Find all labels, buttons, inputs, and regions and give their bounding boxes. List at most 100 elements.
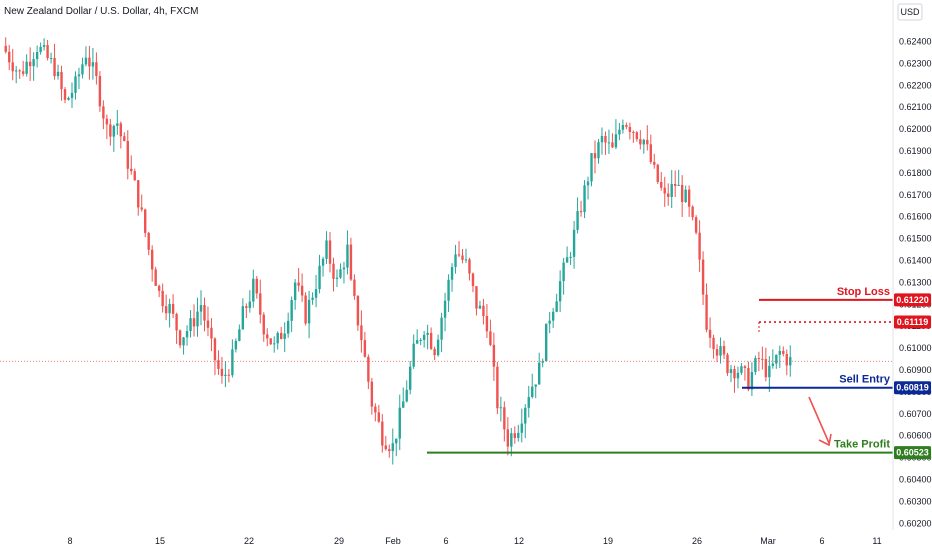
x-tick-label: 29 — [334, 536, 344, 546]
candle-body — [91, 62, 95, 67]
price-badge — [894, 446, 931, 460]
candle-body — [4, 45, 7, 52]
candle-body — [496, 366, 499, 409]
candle-body — [764, 358, 768, 378]
candle-body — [60, 71, 63, 90]
candle-body — [182, 337, 185, 346]
y-tick-label: 0.61600 — [899, 212, 932, 222]
candle-body — [388, 449, 391, 452]
candle-body — [583, 185, 586, 213]
candle-body — [63, 89, 67, 100]
candle-body — [286, 320, 290, 334]
candle-body — [534, 384, 537, 387]
candle-body — [199, 305, 203, 312]
candle-body — [719, 346, 722, 356]
candle-body — [625, 125, 628, 127]
candle-body — [761, 358, 764, 360]
candle-body — [15, 70, 18, 72]
time-axis[interactable]: 8 15 22 29 Feb 6 12 19 26 Mar 6 11 — [67, 536, 881, 546]
candle-body — [499, 407, 503, 409]
candle-body — [269, 338, 272, 345]
candle-body — [677, 184, 680, 186]
price-badge-label: 0.60819 — [896, 383, 929, 393]
y-tick-label: 0.61900 — [899, 146, 932, 156]
candle-body — [245, 306, 248, 308]
candle-body — [736, 372, 740, 379]
candle-body — [775, 354, 778, 364]
candle-body — [203, 305, 206, 321]
candle-body — [712, 337, 715, 350]
candle-body — [248, 301, 252, 308]
candle-body — [464, 259, 468, 261]
candle-body — [307, 299, 311, 324]
y-tick-label: 0.62100 — [899, 102, 932, 112]
candle-body — [241, 306, 245, 330]
candle-body — [398, 407, 401, 439]
candle-body — [733, 369, 736, 379]
candle-body — [450, 267, 454, 280]
candle-body — [646, 139, 649, 145]
candle-body — [771, 363, 775, 366]
candle-body — [171, 303, 175, 314]
candle-body — [356, 295, 360, 326]
candle-body — [332, 263, 335, 279]
candle-body — [116, 123, 119, 126]
candle-body — [339, 269, 342, 278]
candle-body — [576, 211, 579, 230]
y-tick-label: 0.61300 — [899, 277, 932, 287]
candle-body — [586, 181, 590, 186]
candle-body — [443, 300, 447, 318]
candle-body — [436, 339, 440, 356]
candle-body — [454, 254, 457, 268]
candle-body — [374, 406, 377, 413]
candle-body — [422, 334, 426, 340]
candle-body — [126, 140, 129, 169]
candle-body — [485, 316, 489, 332]
candle-body — [74, 76, 77, 93]
candle-body — [747, 367, 750, 390]
level-lines-layer: Stop Loss Sell Entry Take Profit — [0, 286, 893, 454]
candle-body — [227, 374, 231, 376]
candle-body — [611, 142, 614, 148]
y-tick-label: 0.61400 — [899, 256, 932, 266]
candle-body — [300, 285, 304, 296]
candle-body — [119, 123, 123, 137]
x-tick-label: Mar — [760, 536, 776, 546]
candle-body — [234, 340, 238, 350]
x-tick-label: 11 — [872, 536, 881, 546]
candle-body — [402, 401, 405, 408]
candle-body — [548, 320, 551, 324]
candle-body — [478, 305, 482, 309]
candle-body — [290, 300, 293, 321]
candle-body — [46, 45, 49, 59]
candle-body — [440, 317, 443, 340]
price-badge — [894, 315, 931, 329]
candle-body — [492, 344, 496, 367]
currency-button[interactable] — [897, 3, 923, 21]
candle-body — [98, 76, 102, 107]
candle-body — [335, 277, 339, 279]
candle-body — [614, 134, 618, 148]
candle-body — [722, 346, 726, 355]
arrow-head — [818, 433, 832, 447]
y-tick-label: 0.61800 — [899, 168, 932, 178]
candle-body — [213, 338, 217, 361]
y-tick-label: 0.60700 — [899, 409, 932, 419]
candle-body — [433, 348, 436, 356]
candle-body — [524, 407, 527, 424]
candle-body — [377, 412, 381, 422]
candle-body — [593, 153, 597, 159]
candle-body — [67, 97, 70, 100]
candle-body — [130, 168, 133, 172]
candle-body — [367, 356, 370, 382]
candle-body — [572, 229, 576, 257]
candle-body — [684, 189, 687, 203]
price-badge-label: 0.60523 — [896, 448, 929, 458]
candle-body — [429, 332, 433, 349]
candle-body — [489, 331, 492, 345]
candle-body — [381, 421, 384, 446]
candle-body — [189, 318, 192, 332]
currency-label: USD — [900, 7, 920, 17]
candle-body — [600, 136, 604, 143]
